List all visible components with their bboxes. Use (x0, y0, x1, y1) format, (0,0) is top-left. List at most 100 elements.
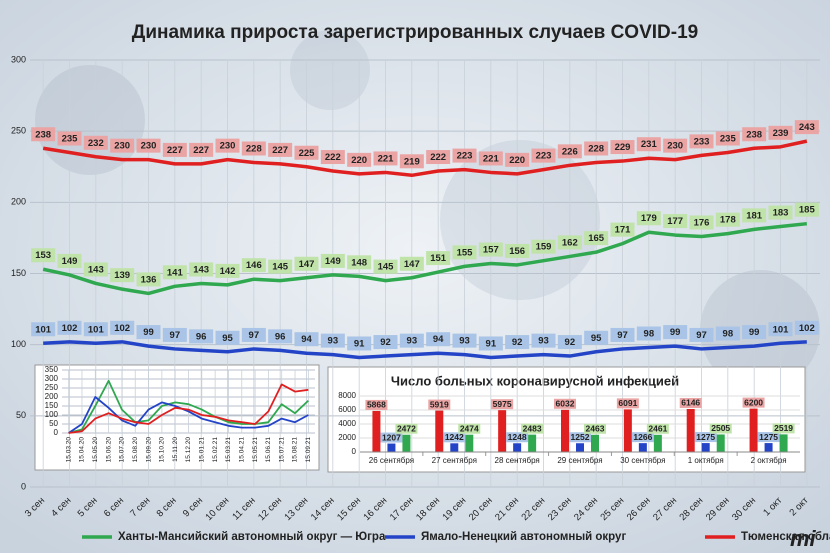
data-label-box (742, 127, 767, 142)
bar (528, 434, 537, 452)
data-label-box (320, 150, 345, 165)
data-label-box (531, 148, 556, 163)
x-tick-label: 15.03.21 (225, 437, 232, 463)
data-label: 149 (325, 256, 341, 267)
data-label-box (320, 333, 345, 348)
data-label: 6032 (556, 399, 575, 409)
x-tick-label: 15.07.21 (278, 437, 285, 463)
data-label-box (794, 120, 819, 135)
data-label: 5868 (367, 400, 386, 410)
data-label: 222 (325, 152, 341, 163)
data-label-box (268, 142, 293, 157)
data-label: 157 (483, 245, 499, 256)
data-label-box (136, 138, 161, 153)
y-tick-label: 200 (45, 392, 59, 401)
data-label: 91 (486, 338, 497, 349)
data-label: 225 (299, 148, 316, 159)
data-label: 176 (694, 218, 710, 229)
data-label: 95 (222, 333, 233, 344)
data-label-box (505, 335, 530, 350)
data-label: 98 (723, 329, 734, 340)
bar (686, 408, 695, 452)
data-label-box (794, 320, 819, 335)
data-label: 156 (509, 246, 525, 257)
inset-title: Число больных коронавирусной инфекцией (391, 373, 679, 388)
data-label-box (428, 399, 451, 410)
data-label: 101 (35, 324, 52, 335)
y-tick-label: 250 (11, 126, 26, 136)
y-tick-label: 100 (45, 410, 59, 419)
x-tick-label: 2 октября (751, 456, 787, 465)
x-tick-label: 15.06.20 (105, 437, 112, 463)
data-label-box (215, 263, 240, 278)
legend-label: Ямало-Ненецкий автономный округ (421, 531, 626, 543)
bar (450, 443, 459, 452)
data-label-box (57, 131, 82, 146)
data-label: 6146 (681, 398, 700, 408)
series-line (68, 396, 309, 434)
data-label: 243 (799, 122, 815, 133)
data-label-box (57, 320, 82, 335)
y-tick-label: 250 (45, 383, 59, 392)
data-label: 5975 (493, 399, 512, 409)
data-label: 1242 (445, 432, 464, 442)
data-label-box (689, 215, 714, 230)
data-label: 92 (565, 337, 576, 348)
x-tick-label: 15.01.21 (199, 437, 206, 463)
data-label-box (742, 325, 767, 340)
data-label: 185 (799, 205, 816, 216)
data-label: 97 (617, 330, 628, 341)
data-label-box (452, 333, 477, 348)
y-tick-label: 50 (49, 419, 58, 428)
data-label: 93 (538, 336, 549, 347)
data-label: 230 (667, 141, 683, 152)
data-label: 151 (430, 253, 447, 264)
y-tick-label: 0 (352, 447, 357, 456)
x-tick-label: 15.08.20 (132, 437, 139, 463)
x-tick-label: 15.07.20 (119, 437, 126, 463)
data-label: 93 (459, 336, 470, 347)
data-label-box (715, 326, 740, 341)
data-label-box (426, 251, 451, 266)
data-label: 231 (641, 139, 658, 150)
data-label-box (584, 423, 606, 434)
data-label-box (772, 423, 795, 434)
data-label: 177 (667, 216, 683, 227)
bar (591, 434, 599, 452)
y-tick-label: 200 (11, 197, 26, 207)
data-label: 146 (246, 260, 262, 271)
bar (638, 443, 647, 452)
data-label-box (268, 259, 293, 274)
data-label-box (241, 258, 266, 273)
data-label: 149 (62, 256, 78, 267)
x-tick-label: 15.11.20 (172, 437, 179, 462)
data-label: 230 (220, 141, 236, 152)
data-label-box (663, 214, 688, 229)
y-tick-label: 4000 (338, 419, 356, 428)
data-label: 235 (62, 134, 79, 145)
data-label: 97 (696, 330, 707, 341)
data-label-box (794, 202, 819, 217)
data-label-box (757, 432, 780, 443)
data-label-box (742, 208, 767, 223)
bar (561, 409, 569, 452)
data-label: 5919 (430, 399, 449, 409)
logo: mi (790, 526, 817, 551)
data-label: 96 (196, 331, 207, 342)
series-line (42, 221, 808, 296)
data-label-box (531, 239, 556, 254)
data-label-box (689, 134, 714, 149)
y-tick-label: 300 (11, 54, 26, 64)
data-label-box (452, 245, 477, 260)
data-label-box (189, 142, 214, 157)
data-label-box (715, 212, 740, 227)
data-label: 92 (512, 337, 523, 348)
data-label: 165 (588, 233, 605, 244)
data-label-box (636, 326, 661, 341)
legend-label: Тюменская область (741, 531, 830, 543)
data-label-box (569, 432, 591, 443)
data-label-box (162, 327, 187, 342)
data-label-box (610, 140, 635, 155)
data-label: 93 (328, 336, 339, 347)
data-label-box (478, 151, 503, 166)
